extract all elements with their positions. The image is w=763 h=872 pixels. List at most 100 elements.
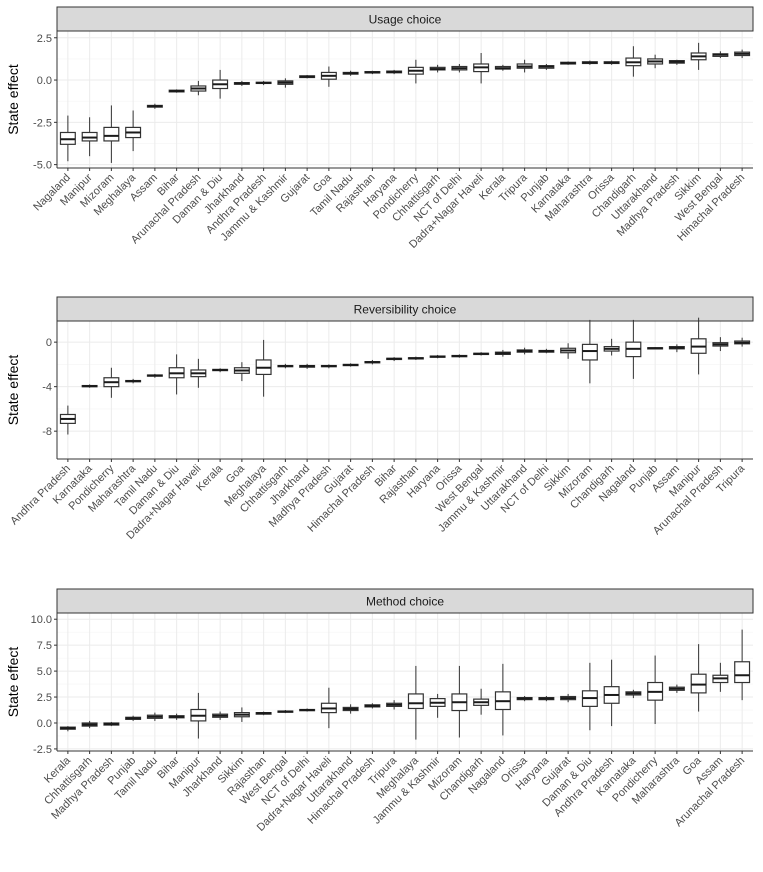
iqr-box bbox=[103, 126, 120, 142]
box-19 bbox=[451, 354, 468, 358]
box-2 bbox=[81, 384, 98, 388]
box-17 bbox=[407, 356, 424, 360]
box-31 bbox=[712, 51, 729, 59]
box-20 bbox=[473, 352, 490, 356]
box-12 bbox=[299, 363, 316, 369]
box-22 bbox=[516, 59, 533, 73]
box-16 bbox=[386, 700, 403, 710]
box-1 bbox=[59, 726, 76, 732]
box-29 bbox=[668, 344, 685, 353]
box-12 bbox=[299, 708, 316, 712]
box-32 bbox=[734, 337, 751, 347]
box-10 bbox=[255, 80, 272, 86]
box-3 bbox=[103, 367, 120, 398]
box-18 bbox=[429, 693, 446, 718]
y-tick-label: 5.0 bbox=[37, 666, 52, 678]
box-10 bbox=[255, 711, 272, 716]
box-26 bbox=[603, 60, 620, 65]
box-7 bbox=[190, 358, 207, 388]
box-8 bbox=[212, 69, 229, 99]
box-9 bbox=[233, 80, 250, 86]
box-2 bbox=[81, 720, 98, 729]
y-axis-label: State effect bbox=[5, 355, 21, 426]
box-20 bbox=[473, 688, 490, 715]
y-tick-label: 2.5 bbox=[37, 692, 52, 704]
box-23 bbox=[538, 63, 555, 70]
box-28 bbox=[647, 347, 664, 350]
box-22 bbox=[516, 347, 533, 355]
box-15 bbox=[364, 70, 381, 75]
box-19 bbox=[451, 665, 468, 738]
y-tick-label: 0 bbox=[46, 337, 52, 349]
box-17 bbox=[407, 59, 424, 84]
box-19 bbox=[451, 63, 468, 73]
y-axis-label: State effect bbox=[5, 64, 21, 135]
box-21 bbox=[494, 663, 511, 736]
box-11 bbox=[277, 363, 294, 369]
box-3 bbox=[103, 721, 120, 727]
box-18 bbox=[429, 64, 446, 73]
box-26 bbox=[603, 659, 620, 727]
box-8 bbox=[212, 368, 229, 373]
panel-strip bbox=[56, 296, 754, 322]
y-tick-label: 2.5 bbox=[37, 33, 52, 45]
box-25 bbox=[581, 662, 598, 731]
box-4 bbox=[125, 110, 142, 152]
iqr-box bbox=[581, 343, 598, 361]
y-tick-label: -5.0 bbox=[33, 160, 52, 172]
iqr-box bbox=[734, 661, 751, 684]
panel-strip bbox=[56, 588, 754, 614]
y-tick-label: 0.0 bbox=[37, 75, 52, 87]
box-28 bbox=[647, 54, 664, 69]
y-tick-label: 7.5 bbox=[37, 640, 52, 652]
box-7 bbox=[190, 692, 207, 739]
box-6 bbox=[168, 713, 185, 720]
box-5 bbox=[146, 103, 163, 109]
box-25 bbox=[581, 60, 598, 65]
box-14 bbox=[342, 363, 359, 367]
box-24 bbox=[560, 61, 577, 65]
box-24 bbox=[560, 343, 577, 359]
box-27 bbox=[625, 319, 642, 379]
box-14 bbox=[342, 704, 359, 714]
box-21 bbox=[494, 64, 511, 71]
box-11 bbox=[277, 710, 294, 714]
box-4 bbox=[125, 378, 142, 384]
box-24 bbox=[560, 693, 577, 703]
box-30 bbox=[690, 317, 707, 375]
panel-title: Reversibility choice bbox=[354, 303, 457, 317]
plot-background bbox=[57, 613, 753, 751]
box-31 bbox=[712, 662, 729, 692]
box-15 bbox=[364, 359, 381, 365]
box-30 bbox=[690, 644, 707, 712]
box-12 bbox=[299, 74, 316, 79]
plot-background bbox=[57, 31, 753, 168]
box-4 bbox=[125, 715, 142, 721]
box-27 bbox=[625, 46, 642, 77]
box-23 bbox=[538, 696, 555, 702]
panel-title: Method choice bbox=[366, 595, 444, 609]
box-18 bbox=[429, 354, 446, 359]
box-30 bbox=[690, 42, 707, 70]
y-tick-label: 10.0 bbox=[31, 614, 52, 626]
panel-title: Usage choice bbox=[369, 13, 442, 27]
box-25 bbox=[581, 319, 598, 384]
box-16 bbox=[386, 69, 403, 75]
box-15 bbox=[364, 703, 381, 709]
box-29 bbox=[668, 59, 685, 65]
box-1 bbox=[59, 115, 76, 162]
box-29 bbox=[668, 684, 685, 693]
box-22 bbox=[516, 696, 533, 702]
box-13 bbox=[320, 364, 337, 369]
box-20 bbox=[473, 52, 490, 84]
iqr-box bbox=[690, 673, 707, 694]
box-6 bbox=[168, 354, 185, 395]
box-16 bbox=[386, 357, 403, 362]
iqr-box bbox=[407, 693, 424, 710]
box-2 bbox=[81, 117, 98, 157]
box-5 bbox=[146, 712, 163, 721]
box-23 bbox=[538, 348, 555, 354]
box-3 bbox=[103, 105, 120, 163]
